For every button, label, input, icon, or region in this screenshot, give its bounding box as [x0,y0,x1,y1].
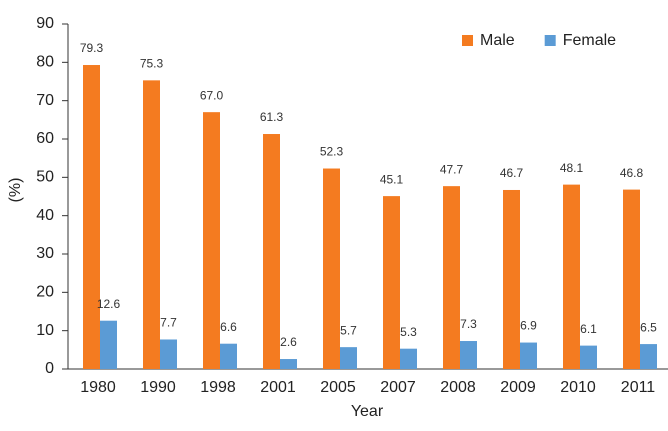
bar [220,343,237,369]
bar [443,186,460,369]
data-label: 47.7 [440,162,464,176]
data-label: 45.1 [380,172,404,186]
data-label: 6.6 [220,320,237,334]
x-tick-label: 2009 [500,379,536,396]
bar [323,168,340,369]
bar [100,320,117,369]
data-label: 7.7 [160,316,177,330]
data-label: 6.5 [640,320,657,334]
data-label: 48.1 [560,161,584,175]
legend-swatch [462,35,473,46]
x-tick-label: 1990 [140,379,176,396]
bar [400,348,417,369]
data-label: 6.9 [520,319,537,333]
data-label: 12.6 [97,297,121,311]
bar [340,347,357,369]
bar [383,196,400,369]
bar [83,65,100,370]
x-tick-label: 2008 [440,379,476,396]
data-label: 5.7 [340,323,357,337]
y-tick-label: 70 [36,92,54,109]
y-tick-label: 40 [36,207,54,224]
data-label: 52.3 [320,145,344,159]
y-tick-label: 10 [36,322,54,339]
data-label: 61.3 [260,110,284,124]
legend-label: Female [563,32,616,49]
data-label: 6.1 [580,322,597,336]
x-axis-label: Year [351,403,384,420]
bar [640,344,657,369]
bar [580,345,597,369]
x-tick-label: 1980 [80,379,116,396]
y-tick-label: 20 [36,284,54,301]
bar [280,359,297,369]
legend-swatch [544,35,556,46]
bar [160,339,177,369]
x-tick-label: 2001 [260,379,296,396]
x-tick-label: 2010 [560,379,596,396]
y-tick-label: 0 [45,360,54,377]
y-axis-label: (%) [7,178,24,203]
bar [503,189,520,369]
x-tick-label: 1998 [200,379,236,396]
y-tick-label: 30 [36,245,54,262]
x-tick-label: 2007 [380,379,416,396]
x-tick-label: 2011 [621,379,656,396]
bar [520,342,537,369]
data-label: 2.6 [280,335,297,349]
data-label: 79.3 [80,41,104,55]
data-label: 75.3 [140,57,164,71]
data-label: 7.3 [460,317,477,331]
bar [263,134,280,369]
data-label: 46.8 [620,166,644,180]
y-tick-label: 60 [36,130,54,147]
bar [203,112,220,370]
data-label: 5.3 [400,325,417,339]
y-tick-label: 90 [36,15,54,32]
x-tick-label: 2005 [320,379,356,396]
data-label: 67.0 [200,88,224,102]
data-label: 46.7 [500,166,524,180]
bar [143,80,160,369]
bar [623,189,640,369]
legend-label: Male [480,32,515,49]
y-tick-label: 50 [36,169,54,186]
bar [563,184,580,369]
bar [460,341,477,369]
y-tick-label: 80 [36,54,54,71]
